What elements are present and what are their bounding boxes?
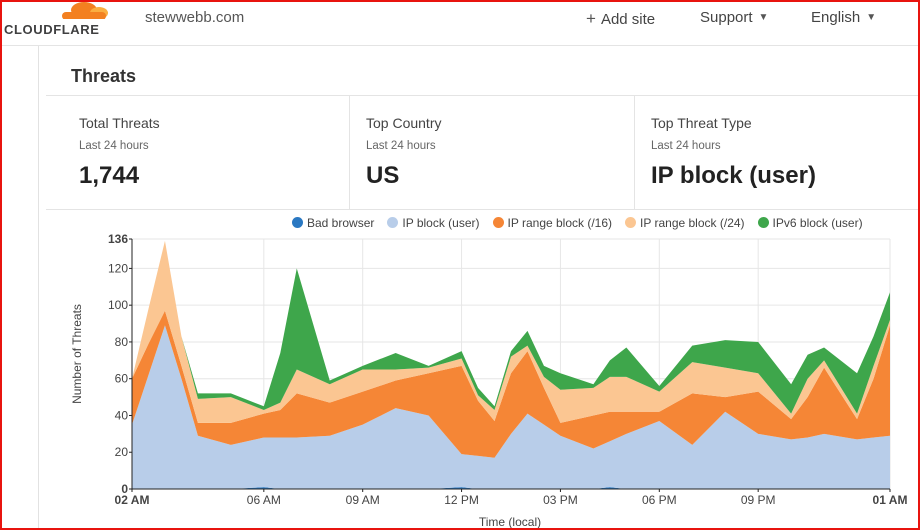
sidebar-divider bbox=[38, 46, 39, 530]
legend-swatch bbox=[625, 217, 637, 228]
plus-icon: + bbox=[586, 9, 596, 28]
current-domain[interactable]: stewwebb.com bbox=[145, 9, 245, 26]
stat-value: IP block (user) bbox=[651, 162, 816, 189]
legend-item-ip-range-24[interactable]: IP range block (/24) bbox=[625, 216, 745, 230]
add-site-label: Add site bbox=[600, 11, 656, 28]
stat-period: Last 24 hours bbox=[651, 140, 721, 152]
x-tick-label: 09 AM bbox=[346, 493, 380, 507]
legend-label: IPv6 block (user) bbox=[772, 216, 863, 230]
logo-wordmark: CLOUDFLARE bbox=[4, 22, 100, 37]
y-tick-label: 80 bbox=[115, 335, 129, 349]
legend-swatch bbox=[292, 217, 303, 228]
stat-label: Total Threats bbox=[79, 115, 160, 131]
stat-card-top-threat-type: Top Threat Type Last 24 hours IP block (… bbox=[634, 96, 920, 209]
x-tick-label: 03 PM bbox=[543, 493, 578, 507]
x-axis-title: Time (local) bbox=[479, 515, 541, 529]
y-tick-label: 136 bbox=[108, 232, 128, 246]
x-tick-label: 06 AM bbox=[247, 493, 281, 507]
caret-down-icon: ▼ bbox=[866, 12, 877, 23]
y-tick-label: 20 bbox=[115, 445, 129, 459]
caret-down-icon: ▼ bbox=[758, 12, 769, 23]
stat-label: Top Threat Type bbox=[651, 115, 752, 131]
series-area bbox=[132, 240, 890, 423]
x-tick-label: 09 PM bbox=[741, 493, 776, 507]
legend-item-ipv6-block-user[interactable]: IPv6 block (user) bbox=[757, 216, 863, 230]
stat-period: Last 24 hours bbox=[79, 140, 149, 152]
top-navigation: CLOUDFLARE stewwebb.com + Add site Suppor… bbox=[0, 0, 920, 46]
legend-item-bad-browser[interactable]: Bad browser bbox=[292, 216, 374, 230]
stat-label: Top Country bbox=[366, 115, 442, 131]
legend-label: Bad browser bbox=[307, 216, 375, 230]
stat-period: Last 24 hours bbox=[366, 140, 436, 152]
title-divider bbox=[46, 95, 920, 96]
y-tick-label: 0 bbox=[121, 482, 128, 496]
stat-card-top-country: Top Country Last 24 hours US bbox=[349, 96, 634, 209]
cloud-icon bbox=[62, 2, 108, 22]
x-tick-label: 12 PM bbox=[444, 493, 479, 507]
y-tick-label: 100 bbox=[108, 298, 128, 312]
add-site-button[interactable]: + Add site bbox=[586, 9, 655, 29]
language-menu[interactable]: English ▼ bbox=[811, 9, 876, 26]
page-title: Threats bbox=[71, 66, 137, 86]
legend-swatch bbox=[492, 217, 504, 228]
legend-item-ip-block-user[interactable]: IP block (user) bbox=[387, 216, 480, 230]
series-area bbox=[132, 310, 890, 458]
support-label: Support bbox=[700, 9, 753, 26]
y-axis-title: Number of Threats bbox=[70, 304, 84, 404]
legend-label: IP range block (/24) bbox=[640, 216, 745, 230]
series-area bbox=[132, 325, 890, 489]
stat-card-total-threats: Total Threats Last 24 hours 1,744 bbox=[47, 96, 349, 209]
cloudflare-logo[interactable]: CLOUDFLARE bbox=[4, 2, 112, 38]
support-menu[interactable]: Support ▼ bbox=[700, 9, 768, 26]
x-tick-label: 01 AM bbox=[873, 493, 908, 507]
y-tick-label: 120 bbox=[108, 261, 128, 275]
stats-divider bbox=[46, 209, 920, 210]
series-area bbox=[132, 240, 890, 414]
legend-swatch bbox=[757, 217, 769, 228]
legend-swatch bbox=[387, 217, 399, 228]
chart-legend: Bad browser IP block (user) IP range block… bbox=[292, 216, 876, 232]
y-tick-label: 40 bbox=[115, 408, 129, 422]
language-label: English bbox=[811, 9, 861, 26]
threats-area-chart: 0 20 40 60 80 100 120 136 02 AM 06 AM 09 AM 12 PM 03… bbox=[70, 232, 908, 529]
stat-value: 1,744 bbox=[79, 162, 140, 189]
legend-label: IP block (user) bbox=[402, 216, 480, 230]
x-tick-label: 06 PM bbox=[642, 493, 677, 507]
x-tick-label: 02 AM bbox=[115, 493, 150, 507]
y-tick-label: 60 bbox=[115, 372, 129, 386]
stat-value: US bbox=[366, 162, 400, 189]
legend-label: IP range block (/16) bbox=[507, 216, 613, 230]
legend-item-ip-range-16[interactable]: IP range block (/16) bbox=[492, 216, 613, 230]
